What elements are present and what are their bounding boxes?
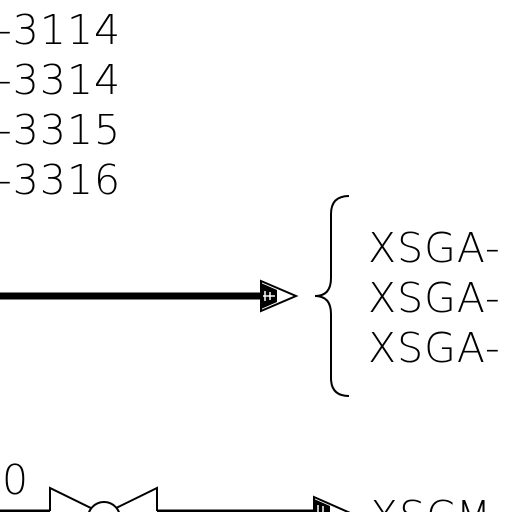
- part-number-2: -3314: [0, 56, 121, 104]
- curly-brace: [314, 195, 350, 397]
- valve-symbol-icon: [49, 486, 158, 512]
- xsga-label-3: XSGA-: [368, 324, 501, 372]
- xsga-label-group: XSGA- XSGA- XSGA-: [368, 224, 501, 372]
- xsga-label-2: XSGA-: [368, 274, 501, 322]
- part-number-3: -3315: [0, 106, 121, 154]
- leader-arrow: [0, 279, 299, 313]
- bottom-left-label: 0: [2, 456, 29, 504]
- bottom-arrowhead-icon: [313, 495, 351, 512]
- arrowhead-icon: [260, 279, 299, 313]
- bottom-right-label: XSCM: [370, 492, 492, 512]
- xsga-label-1: XSGA-: [368, 224, 501, 272]
- part-number-4: -3316: [0, 156, 121, 204]
- bottom-connector: [0, 486, 351, 512]
- part-number-1: -3114: [0, 6, 121, 54]
- part-number-list: -3114 -3314 -3315 -3316: [0, 6, 121, 204]
